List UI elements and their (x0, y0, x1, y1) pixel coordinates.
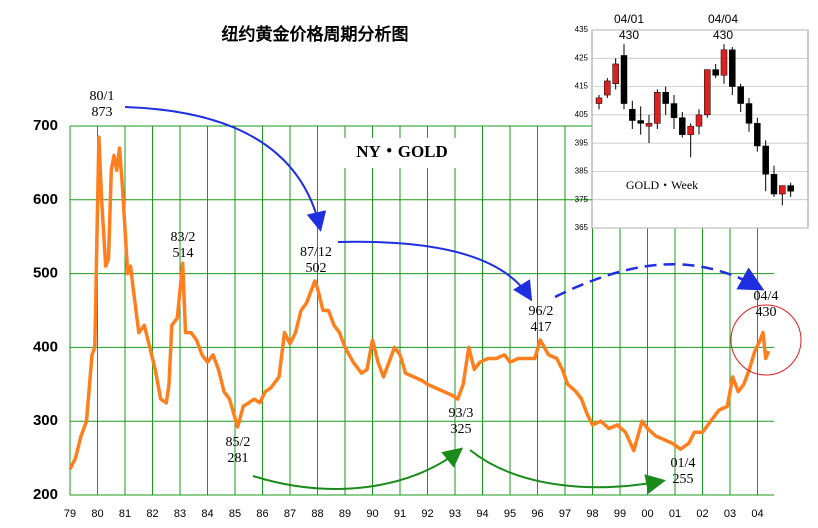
arrow (554, 263, 765, 299)
candle-body (662, 91, 669, 104)
x-tick-label: 97 (559, 508, 571, 520)
y-tick-label: 300 (33, 412, 58, 429)
x-tick-label: 98 (586, 508, 598, 520)
x-tick-label: 89 (339, 508, 351, 520)
annotation-date: 04/04 (708, 12, 738, 26)
candle-body (720, 49, 728, 76)
inset-frame (591, 29, 809, 229)
x-tick-label: 83 (174, 508, 186, 520)
x-tick-label: 04 (751, 508, 763, 520)
price-line (68, 135, 771, 470)
candle-body (770, 174, 778, 195)
y-tick-label: 375 (575, 195, 589, 204)
candle-body (712, 69, 719, 76)
x-tick-label: 88 (311, 508, 323, 520)
x-tick-label: 95 (504, 508, 516, 520)
x-tick-label: 92 (421, 508, 433, 520)
candle-body (762, 145, 769, 175)
candle-body (645, 123, 653, 127)
annotation-date: 80/1 (90, 89, 115, 104)
candle-body (695, 114, 703, 127)
x-tick-label: 03 (724, 508, 736, 520)
x-tick-label: 82 (146, 508, 158, 520)
candle-body (629, 108, 636, 121)
y-tick-label: 365 (575, 223, 589, 232)
highlight-circle (730, 304, 802, 376)
annotation-date: 87/12 (300, 245, 332, 260)
x-tick-label: 86 (256, 508, 268, 520)
candle-body (745, 103, 753, 124)
annotation-price: 417 (531, 320, 552, 335)
annotation-date: 96/2 (529, 304, 554, 319)
annotation-date: 04/4 (754, 289, 779, 304)
arrow (124, 106, 327, 232)
inset-chart: 365 375 385 395 405 415 425 435 GOLD・Week 04/01 43… (575, 12, 809, 232)
x-tick-label: 87 (284, 508, 296, 520)
chart-title: 纽约黄金价格周期分析图 (222, 24, 409, 44)
y-tick-label: 435 (575, 25, 589, 34)
candle-body (670, 103, 678, 118)
annotation-price: 514 (173, 246, 194, 261)
y-tick-label: 385 (575, 167, 589, 176)
x-tick-label: 00 (641, 508, 653, 520)
y-tick-label: 700 (33, 117, 58, 134)
y-tick-label: 200 (33, 486, 58, 503)
x-tick-label: 81 (119, 508, 131, 520)
x-tick-label: 91 (394, 508, 406, 520)
x-tick-label: 80 (91, 508, 103, 520)
y-tick-label: 405 (575, 110, 589, 119)
annotation-price: 430 (713, 28, 733, 42)
y-tick-label: 400 (33, 338, 58, 355)
x-tick-label: 93 (449, 508, 461, 520)
candle-body (704, 69, 711, 116)
candle-body (679, 117, 686, 135)
inset-title: GOLD・Week (626, 178, 698, 192)
annotation-price: 873 (92, 105, 113, 120)
y-tick-label: 415 (575, 82, 589, 91)
annotation-price: 281 (228, 451, 249, 466)
x-tick-label: 02 (696, 508, 708, 520)
candle-body (604, 80, 611, 96)
x-tick-label: 01 (669, 508, 681, 520)
arrow (337, 240, 533, 302)
arrow (252, 447, 464, 490)
y-tick-label: 395 (575, 138, 589, 147)
candle-body (612, 63, 619, 84)
annotation-price: 502 (306, 261, 327, 276)
candle-body (620, 55, 628, 104)
y-tick-label: 500 (33, 265, 58, 282)
annotation-price: 430 (619, 28, 639, 42)
candle-body (654, 91, 661, 124)
subtitle-bg (340, 138, 465, 168)
x-tick-label: 90 (366, 508, 378, 520)
y-tick-label: 425 (575, 53, 589, 62)
annotation-date: 83/2 (171, 230, 196, 245)
y-tick-label: 600 (33, 191, 58, 208)
x-tick-label: 96 (531, 508, 543, 520)
annotation-date: 93/3 (449, 406, 474, 421)
subtitle: NY・GOLD (356, 142, 448, 161)
candle-body (779, 185, 786, 195)
annotation-date: 85/2 (226, 435, 251, 450)
x-tick-label: 99 (614, 508, 626, 520)
annotation-date: 04/01 (614, 12, 644, 26)
candle-body (729, 49, 736, 87)
annotation-date: 01/4 (671, 456, 696, 471)
candle-body (787, 185, 794, 192)
x-tick-label: 85 (229, 508, 241, 520)
x-tick-label: 94 (476, 508, 488, 520)
candle-body (754, 123, 761, 147)
candle-body (687, 125, 694, 135)
candle-body (595, 97, 603, 104)
annotation-price: 255 (673, 472, 694, 487)
x-tick-label: 79 (64, 508, 76, 520)
candle-body (637, 120, 644, 124)
candle-body (737, 86, 744, 104)
arrow (469, 449, 666, 494)
annotation-price: 325 (451, 422, 472, 437)
annotation-price: 430 (756, 305, 777, 320)
x-tick-label: 84 (201, 508, 213, 520)
